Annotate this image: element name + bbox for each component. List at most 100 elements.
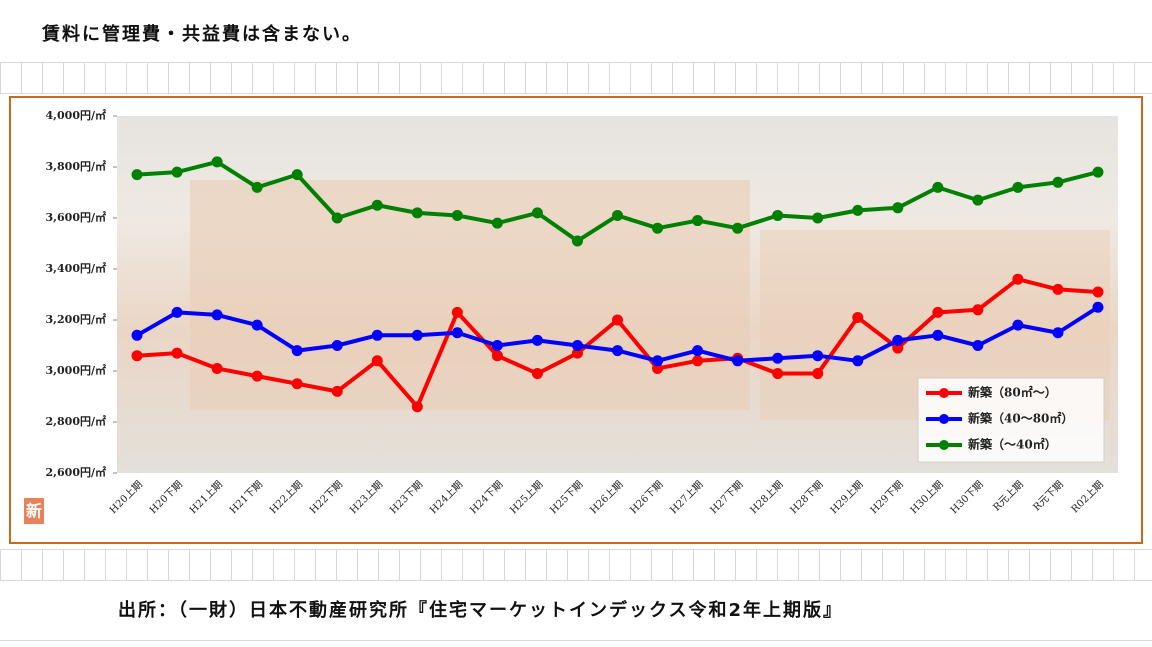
data-point — [692, 345, 704, 357]
y-tick-label: 3,200円/㎡ — [46, 312, 106, 326]
legend: 新築（80㎡～） 新築（40～80㎡） 新築（～40㎡） — [917, 377, 1105, 463]
data-point — [692, 355, 704, 367]
data-point — [291, 345, 303, 357]
data-point — [131, 329, 143, 341]
data-point — [772, 368, 784, 380]
legend-label: 新築（80㎡～） — [968, 385, 1057, 400]
data-point — [1092, 166, 1104, 178]
data-point — [491, 350, 503, 362]
data-point — [531, 207, 543, 219]
data-point — [1092, 301, 1104, 313]
y-tick-label: 3,600円/㎡ — [46, 210, 106, 224]
legend-marker — [939, 414, 949, 424]
y-tick-label: 3,400円/㎡ — [46, 261, 106, 275]
data-point — [652, 222, 664, 234]
row-line — [0, 549, 1152, 550]
data-point — [932, 306, 944, 318]
data-point — [291, 169, 303, 181]
data-point — [531, 334, 543, 346]
y-tick-label: 3,800円/㎡ — [46, 159, 106, 173]
data-point — [1052, 327, 1064, 339]
badge — [24, 498, 44, 524]
y-tick-label: 2,600円/㎡ — [46, 465, 106, 479]
data-point — [972, 340, 984, 351]
note: 賃料に管理費・共益費は含まない。 — [42, 24, 362, 45]
badge-text: 新 — [26, 502, 42, 521]
data-point — [1052, 283, 1064, 295]
data-point — [732, 355, 744, 367]
data-point — [812, 350, 824, 362]
data-point — [972, 194, 984, 206]
data-point — [852, 204, 864, 216]
data-point — [732, 222, 744, 234]
data-point — [571, 340, 583, 351]
data-point — [932, 181, 944, 193]
data-point — [171, 166, 183, 178]
data-point — [1092, 286, 1104, 298]
data-point — [211, 362, 223, 374]
data-point — [451, 306, 463, 318]
data-point — [652, 362, 664, 374]
data-point — [211, 156, 223, 168]
row-line — [0, 580, 1152, 581]
data-point — [852, 311, 864, 323]
y-tick-label: 3,000円/㎡ — [46, 363, 106, 377]
data-point — [331, 212, 343, 224]
data-point — [892, 334, 904, 346]
data-point — [692, 215, 704, 227]
data-point — [251, 181, 263, 193]
data-point — [772, 352, 784, 364]
data-point — [612, 209, 623, 221]
source: 出所：（一財）日本不動産研究所『住宅マーケットインデックス令和2年上期版』 — [118, 600, 843, 621]
data-point — [652, 355, 664, 367]
data-point — [411, 329, 423, 341]
data-point — [451, 209, 463, 221]
data-point — [932, 329, 944, 341]
legend-marker — [939, 388, 949, 398]
data-point — [411, 401, 423, 413]
data-point — [1012, 319, 1024, 331]
row-line — [0, 640, 1152, 641]
data-point — [371, 199, 383, 211]
data-point — [371, 355, 383, 367]
data-point — [131, 169, 143, 181]
data-point — [571, 347, 583, 359]
cell-row — [0, 550, 1152, 580]
data-point — [812, 368, 824, 380]
data-point — [331, 340, 343, 351]
data-point — [451, 327, 463, 339]
data-point — [491, 340, 503, 351]
data-point — [1052, 176, 1064, 188]
data-point — [251, 370, 263, 382]
photo-building — [190, 180, 750, 410]
row-line — [0, 62, 1152, 63]
data-point — [211, 309, 223, 321]
data-point — [892, 202, 904, 214]
data-point — [772, 209, 784, 221]
data-point — [251, 319, 263, 331]
data-point — [331, 385, 343, 397]
y-tick-label: 4,000円/㎡ — [46, 108, 106, 122]
data-point — [291, 378, 303, 390]
data-point — [972, 304, 984, 316]
cell-row — [0, 63, 1152, 93]
y-tick-label: 2,800円/㎡ — [46, 414, 106, 428]
row-line — [0, 93, 1152, 94]
data-point — [612, 314, 623, 326]
data-point — [491, 217, 503, 229]
data-point — [1012, 181, 1024, 193]
data-point — [892, 342, 904, 354]
data-point — [171, 306, 183, 318]
data-point — [1012, 273, 1024, 285]
data-point — [131, 350, 143, 362]
data-point — [371, 329, 383, 341]
data-point — [171, 347, 183, 359]
legend-label: 新築（40～80㎡） — [968, 411, 1073, 426]
legend-label: 新築（～40㎡） — [968, 437, 1057, 452]
data-point — [531, 368, 543, 380]
data-point — [852, 355, 864, 367]
data-point — [411, 207, 423, 219]
legend-marker — [939, 440, 949, 450]
